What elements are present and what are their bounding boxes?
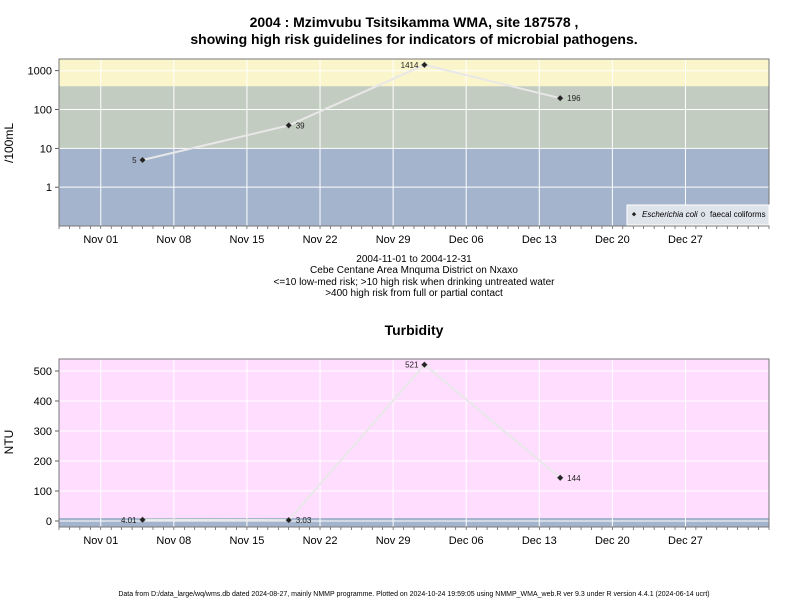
chart1-data-label-3: 196 [567,94,581,103]
chart2-data-label-0: 4.01 [121,516,137,525]
chart1-series-0-line [142,63,561,162]
chart2-ytick-label-4: 400 [34,396,52,408]
chart2-xtick-label-2: Nov 15 [230,535,265,547]
chart2-ytick-label-0: 0 [46,516,52,528]
chart1-data-label-0: 5 [132,156,137,165]
chart2-band-1 [59,359,769,518]
chart2-y-axis-label: NTU [2,430,16,455]
chart2-ytick-label-5: 500 [34,366,52,378]
chart1-ytick-label-0: 1 [46,182,52,194]
chart1-subtitle-2: Cebe Centane Area Mnquma District on Nxa… [310,265,518,276]
chart2-point-1 [285,516,293,524]
chart2-xtick-label-8: Dec 27 [668,535,703,547]
chart1-risk-bands [59,59,769,226]
chart2-frame [58,358,770,528]
chart2-series-0-line [142,363,561,522]
chart1-subtitle-3: <=10 low-med risk; >10 high risk when dr… [274,277,556,288]
chart2-ytick-label-2: 200 [34,456,52,468]
chart2-data-label-3: 144 [567,474,581,483]
chart2-band-0 [59,518,769,527]
chart2-grid [59,359,769,527]
chart2-bands [59,359,769,527]
chart1-point-3 [556,94,564,102]
chart2-axes: 0 100 200 300 400 500 Nov 01 Nov 08 Nov 15 Nov 22… [34,358,770,547]
chart2-data-label-1: 3.03 [296,516,312,525]
chart1-subtitle-4: >400 high risk from full or partial cont… [325,288,503,299]
chart1-legend: Escherichia coli faecal coliforms [626,204,770,226]
footer-note: Data from D:/data_large/wq/wms.db dated … [118,591,709,598]
chart2-xtick-label-6: Dec 13 [522,535,557,547]
chart1-band-1 [59,86,769,149]
chart2-xtick-label-1: Nov 08 [156,535,191,547]
legend-faecal-marker-icon [700,212,706,217]
chart1-subtitle-1: 2004-11-01 to 2004-12-31 [356,254,472,265]
chart2-point-3 [556,474,564,482]
chart1-point-0 [139,156,146,164]
chart1-data-label-1: 39 [296,121,305,130]
chart1-xtick-label-2: Nov 15 [230,234,265,246]
chart1-point-1 [285,122,293,129]
chart1-xtick-label-6: Dec 13 [522,234,557,246]
chart1-ytick-label-2: 100 [34,105,52,117]
chart2-ytick-label-1: 100 [34,486,52,498]
chart1-frame [58,58,770,227]
chart2-point-2 [421,361,428,369]
chart1-title-line2: showing high risk guidelines for indicat… [190,31,637,47]
chart1-ytick-label-3: 1000 [28,66,52,78]
chart2-xtick-label-4: Nov 29 [376,535,411,547]
chart1-series-line [142,63,561,162]
chart1-band-2 [59,59,769,87]
chart2-points: 4.01 3.03 521 144 [121,361,581,525]
chart1-points: 5 39 1414 196 [132,61,581,165]
chart1-point-2 [421,61,428,69]
chart1-data-label-2: 1414 [401,61,419,70]
chart2-ytick-label-3: 300 [34,426,52,438]
chart1-xtick-label-7: Dec 20 [595,234,630,246]
chart2-data-label-2: 521 [405,361,419,370]
chart1-xtick-label-1: Nov 08 [156,234,191,246]
legend-box [626,204,770,226]
legend-ecoli-label: Escherichia coli [642,210,698,219]
chart1-grid [59,59,769,226]
legend-ecoli-marker-icon [631,212,637,217]
chart1-xtick-label-3: Nov 22 [303,234,338,246]
chart2-xtick-label-3: Nov 22 [303,535,338,547]
chart1-xtick-label-8: Dec 27 [668,234,703,246]
chart1-axes: 1 10 100 1000 Nov 01 Nov 08 Nov 15 Nov 22 Nov 29… [28,58,770,246]
chart1-xtick-label-0: Nov 01 [83,234,118,246]
chart2-point-0 [139,516,146,524]
chart1-ytick-label-1: 10 [40,143,52,155]
chart2-title: Turbidity [385,322,444,338]
chart2-xtick-label-0: Nov 01 [83,535,118,547]
legend-faecal-label: faecal coliforms [710,210,766,219]
chart2-xtick-label-5: Dec 06 [449,535,484,547]
chart2-xtick-label-7: Dec 20 [595,535,630,547]
chart1-title-line1: 2004 : Mzimvubu Tsitsikamma WMA, site 18… [250,14,579,30]
chart1-y-axis-label: /100mL [2,123,16,163]
chart1-xtick-label-5: Dec 06 [449,234,484,246]
chart1-xtick-label-4: Nov 29 [376,234,411,246]
chart2-series-line [142,363,561,522]
